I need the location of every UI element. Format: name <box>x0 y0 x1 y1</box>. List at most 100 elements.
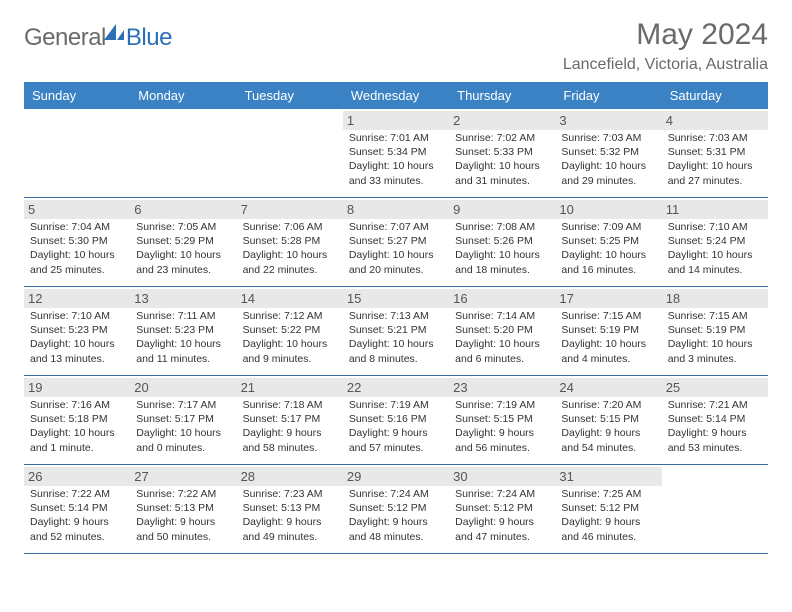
calendar-day-cell: 28Sunrise: 7:23 AMSunset: 5:13 PMDayligh… <box>237 465 343 553</box>
calendar-day-cell: 17Sunrise: 7:15 AMSunset: 5:19 PMDayligh… <box>555 287 661 375</box>
daylight-text: Daylight: 10 hours and 23 minutes. <box>136 248 230 276</box>
sunset-text: Sunset: 5:25 PM <box>561 234 655 248</box>
calendar-day-cell: 8Sunrise: 7:07 AMSunset: 5:27 PMDaylight… <box>343 198 449 286</box>
daylight-text: Daylight: 9 hours and 50 minutes. <box>136 515 230 543</box>
sunset-text: Sunset: 5:26 PM <box>455 234 549 248</box>
sunrise-text: Sunrise: 7:03 AM <box>561 131 655 145</box>
calendar-day-cell <box>130 109 236 197</box>
sunset-text: Sunset: 5:24 PM <box>668 234 762 248</box>
sunrise-text: Sunrise: 7:05 AM <box>136 220 230 234</box>
day-number: 28 <box>237 467 343 486</box>
sunrise-text: Sunrise: 7:20 AM <box>561 398 655 412</box>
sunset-text: Sunset: 5:20 PM <box>455 323 549 337</box>
calendar-day-cell: 16Sunrise: 7:14 AMSunset: 5:20 PMDayligh… <box>449 287 555 375</box>
day-number: 13 <box>130 289 236 308</box>
sunset-text: Sunset: 5:12 PM <box>349 501 443 515</box>
daylight-text: Daylight: 10 hours and 31 minutes. <box>455 159 549 187</box>
daylight-text: Daylight: 10 hours and 9 minutes. <box>243 337 337 365</box>
calendar-day-cell: 18Sunrise: 7:15 AMSunset: 5:19 PMDayligh… <box>662 287 768 375</box>
daylight-text: Daylight: 10 hours and 4 minutes. <box>561 337 655 365</box>
calendar-day-cell: 13Sunrise: 7:11 AMSunset: 5:23 PMDayligh… <box>130 287 236 375</box>
sunset-text: Sunset: 5:21 PM <box>349 323 443 337</box>
calendar-day-cell: 24Sunrise: 7:20 AMSunset: 5:15 PMDayligh… <box>555 376 661 464</box>
sunset-text: Sunset: 5:12 PM <box>455 501 549 515</box>
daylight-text: Daylight: 9 hours and 56 minutes. <box>455 426 549 454</box>
daylight-text: Daylight: 10 hours and 0 minutes. <box>136 426 230 454</box>
daylight-text: Daylight: 10 hours and 29 minutes. <box>561 159 655 187</box>
daylight-text: Daylight: 10 hours and 33 minutes. <box>349 159 443 187</box>
sunset-text: Sunset: 5:34 PM <box>349 145 443 159</box>
day-number: 7 <box>237 200 343 219</box>
day-number: 15 <box>343 289 449 308</box>
sunset-text: Sunset: 5:28 PM <box>243 234 337 248</box>
brand-text-blue: Blue <box>126 24 172 52</box>
daylight-text: Daylight: 9 hours and 58 minutes. <box>243 426 337 454</box>
sunrise-text: Sunrise: 7:13 AM <box>349 309 443 323</box>
daylight-text: Daylight: 10 hours and 11 minutes. <box>136 337 230 365</box>
sunset-text: Sunset: 5:18 PM <box>30 412 124 426</box>
day-number: 5 <box>24 200 130 219</box>
sunset-text: Sunset: 5:22 PM <box>243 323 337 337</box>
day-number: 11 <box>662 200 768 219</box>
day-header-friday: Friday <box>555 82 661 109</box>
daylight-text: Daylight: 9 hours and 52 minutes. <box>30 515 124 543</box>
calendar-day-cell: 1Sunrise: 7:01 AMSunset: 5:34 PMDaylight… <box>343 109 449 197</box>
sunrise-text: Sunrise: 7:17 AM <box>136 398 230 412</box>
sunrise-text: Sunrise: 7:22 AM <box>136 487 230 501</box>
sunrise-text: Sunrise: 7:11 AM <box>136 309 230 323</box>
day-number: 26 <box>24 467 130 486</box>
sunset-text: Sunset: 5:16 PM <box>349 412 443 426</box>
day-number: 30 <box>449 467 555 486</box>
sunset-text: Sunset: 5:14 PM <box>668 412 762 426</box>
sunset-text: Sunset: 5:32 PM <box>561 145 655 159</box>
day-number: 17 <box>555 289 661 308</box>
day-number: 4 <box>662 111 768 130</box>
sunset-text: Sunset: 5:29 PM <box>136 234 230 248</box>
sunrise-text: Sunrise: 7:10 AM <box>668 220 762 234</box>
calendar-day-cell: 2Sunrise: 7:02 AMSunset: 5:33 PMDaylight… <box>449 109 555 197</box>
day-number: 2 <box>449 111 555 130</box>
sunrise-text: Sunrise: 7:01 AM <box>349 131 443 145</box>
daylight-text: Daylight: 10 hours and 1 minute. <box>30 426 124 454</box>
day-number: 1 <box>343 111 449 130</box>
calendar-page: General Blue May 2024 Lancefield, Victor… <box>0 0 792 566</box>
calendar-day-cell: 22Sunrise: 7:19 AMSunset: 5:16 PMDayligh… <box>343 376 449 464</box>
sunset-text: Sunset: 5:15 PM <box>561 412 655 426</box>
day-number: 21 <box>237 378 343 397</box>
sunrise-text: Sunrise: 7:19 AM <box>349 398 443 412</box>
calendar-week-row: 12Sunrise: 7:10 AMSunset: 5:23 PMDayligh… <box>24 287 768 376</box>
day-number: 31 <box>555 467 661 486</box>
sunrise-text: Sunrise: 7:08 AM <box>455 220 549 234</box>
sunrise-text: Sunrise: 7:18 AM <box>243 398 337 412</box>
sunset-text: Sunset: 5:23 PM <box>136 323 230 337</box>
day-number: 24 <box>555 378 661 397</box>
daylight-text: Daylight: 10 hours and 16 minutes. <box>561 248 655 276</box>
brand-sail-icon <box>102 22 128 47</box>
calendar-week-row: 19Sunrise: 7:16 AMSunset: 5:18 PMDayligh… <box>24 376 768 465</box>
title-block: May 2024 Lancefield, Victoria, Australia <box>563 18 768 74</box>
calendar-day-cell: 21Sunrise: 7:18 AMSunset: 5:17 PMDayligh… <box>237 376 343 464</box>
day-number: 16 <box>449 289 555 308</box>
sunrise-text: Sunrise: 7:03 AM <box>668 131 762 145</box>
day-number: 18 <box>662 289 768 308</box>
daylight-text: Daylight: 10 hours and 18 minutes. <box>455 248 549 276</box>
daylight-text: Daylight: 10 hours and 20 minutes. <box>349 248 443 276</box>
calendar-day-cell: 26Sunrise: 7:22 AMSunset: 5:14 PMDayligh… <box>24 465 130 553</box>
sunrise-text: Sunrise: 7:22 AM <box>30 487 124 501</box>
sunrise-text: Sunrise: 7:02 AM <box>455 131 549 145</box>
day-number: 22 <box>343 378 449 397</box>
day-header-thursday: Thursday <box>449 82 555 109</box>
sunset-text: Sunset: 5:17 PM <box>136 412 230 426</box>
day-number: 23 <box>449 378 555 397</box>
daylight-text: Daylight: 10 hours and 13 minutes. <box>30 337 124 365</box>
calendar-day-cell: 29Sunrise: 7:24 AMSunset: 5:12 PMDayligh… <box>343 465 449 553</box>
daylight-text: Daylight: 10 hours and 8 minutes. <box>349 337 443 365</box>
calendar-day-header: Sunday Monday Tuesday Wednesday Thursday… <box>24 82 768 109</box>
sunrise-text: Sunrise: 7:15 AM <box>561 309 655 323</box>
daylight-text: Daylight: 10 hours and 22 minutes. <box>243 248 337 276</box>
calendar-day-cell: 25Sunrise: 7:21 AMSunset: 5:14 PMDayligh… <box>662 376 768 464</box>
sunrise-text: Sunrise: 7:23 AM <box>243 487 337 501</box>
page-header: General Blue May 2024 Lancefield, Victor… <box>24 18 768 74</box>
day-number: 3 <box>555 111 661 130</box>
day-number: 20 <box>130 378 236 397</box>
